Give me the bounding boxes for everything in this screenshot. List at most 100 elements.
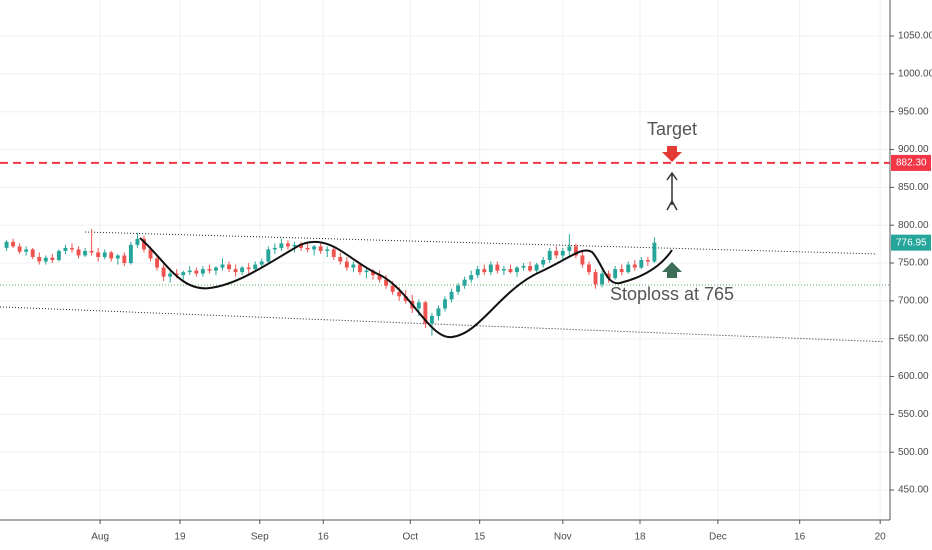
y-tick-label: 450.00 (898, 485, 929, 496)
candle-body (4, 241, 9, 248)
candle-body (429, 315, 434, 324)
candle-body (469, 275, 474, 280)
x-tick-label: 19 (174, 532, 186, 543)
candle-body (534, 264, 539, 271)
candle-body (554, 250, 559, 256)
channel-line (0, 306, 884, 343)
candle-body (30, 249, 35, 257)
candle-body (351, 264, 356, 268)
candle-body (155, 258, 160, 268)
candle-body (272, 247, 277, 250)
x-tick-label: 20 (875, 532, 887, 543)
candle-body (521, 266, 526, 268)
y-tick-label: 900.00 (898, 144, 929, 155)
channel-line (85, 231, 877, 255)
target-label: Target (647, 119, 697, 139)
candle-body (187, 270, 192, 273)
candle-body (233, 269, 238, 273)
candle-body (89, 250, 94, 253)
candle-body (122, 255, 127, 264)
candle-body (390, 285, 395, 292)
target-arrow (662, 146, 682, 162)
x-tick-label: Nov (554, 532, 572, 543)
y-tick-label: 500.00 (898, 447, 929, 458)
candle-body (573, 246, 578, 256)
candle-body (462, 279, 467, 286)
candle-body (626, 264, 631, 273)
stop-arrow (662, 262, 682, 278)
candle-body (338, 256, 343, 262)
candle-body (632, 264, 637, 268)
candle-body (488, 264, 493, 273)
candle-body (240, 267, 245, 273)
candle-body (475, 269, 480, 276)
candle-body (161, 267, 166, 277)
candle-body (318, 246, 323, 251)
candle-body (17, 246, 22, 252)
candle-body (70, 247, 74, 250)
candle-body (331, 249, 336, 257)
price-tag-label: 776.95 (896, 237, 927, 248)
candle-body (168, 273, 173, 277)
axes: 450.00 500.00 550.00 600.00 650.00 700.00 750.… (91, 31, 932, 543)
drawn-curve (139, 237, 673, 339)
candle-body (220, 264, 225, 268)
y-tick-label: 850.00 (898, 182, 929, 193)
x-tick-label: Dec (709, 532, 727, 543)
candle-body (508, 269, 513, 273)
grid (0, 0, 890, 520)
candle-body (515, 267, 519, 273)
candle-body (357, 264, 362, 273)
candle-body (76, 249, 81, 256)
candle-body (397, 291, 402, 297)
candle-body (482, 269, 487, 273)
candle-body (495, 264, 500, 271)
y-tick-label: 650.00 (898, 333, 929, 344)
y-tick-label: 800.00 (898, 220, 929, 231)
candle-body (148, 249, 153, 259)
candle-body (606, 273, 611, 279)
price-tag (891, 154, 931, 171)
candle-body (416, 302, 421, 309)
candle-body (456, 285, 461, 292)
candle-body (200, 269, 205, 274)
candle-body (181, 272, 186, 276)
candles (4, 228, 657, 336)
y-tick-label: 950.00 (898, 106, 929, 117)
candle-body (371, 270, 375, 276)
candle-body (227, 264, 232, 270)
candle-body (567, 246, 572, 251)
candle-body (501, 269, 506, 271)
up-chevron (666, 199, 678, 211)
candle-body (109, 252, 114, 259)
candle-body (299, 244, 303, 248)
candle-body (102, 252, 107, 257)
candle-body (174, 273, 179, 276)
candle-body (645, 260, 650, 262)
candle-body (541, 260, 546, 265)
candle-body (259, 261, 264, 265)
x-tick-label: 16 (318, 532, 330, 543)
candle-body (63, 247, 68, 251)
candle-body (135, 238, 140, 245)
y-tick-label: 550.00 (898, 409, 929, 420)
candle-body (377, 275, 382, 280)
y-tick-label: 1050.00 (898, 31, 932, 42)
y-tick-label: 600.00 (898, 371, 929, 382)
candle-body (403, 296, 408, 301)
candle-body (364, 270, 369, 273)
candle-body (449, 291, 454, 300)
candle-body (128, 244, 133, 264)
candle-body (194, 270, 199, 274)
x-tick-label: Sep (251, 532, 269, 543)
drawings (0, 161, 890, 343)
candle-body (528, 266, 533, 271)
candle-body (96, 252, 101, 257)
x-tick-label: Aug (91, 532, 109, 543)
x-tick-label: 15 (474, 532, 486, 543)
candle-body (207, 269, 212, 271)
candle-body (115, 255, 120, 259)
candle-body (285, 243, 290, 247)
